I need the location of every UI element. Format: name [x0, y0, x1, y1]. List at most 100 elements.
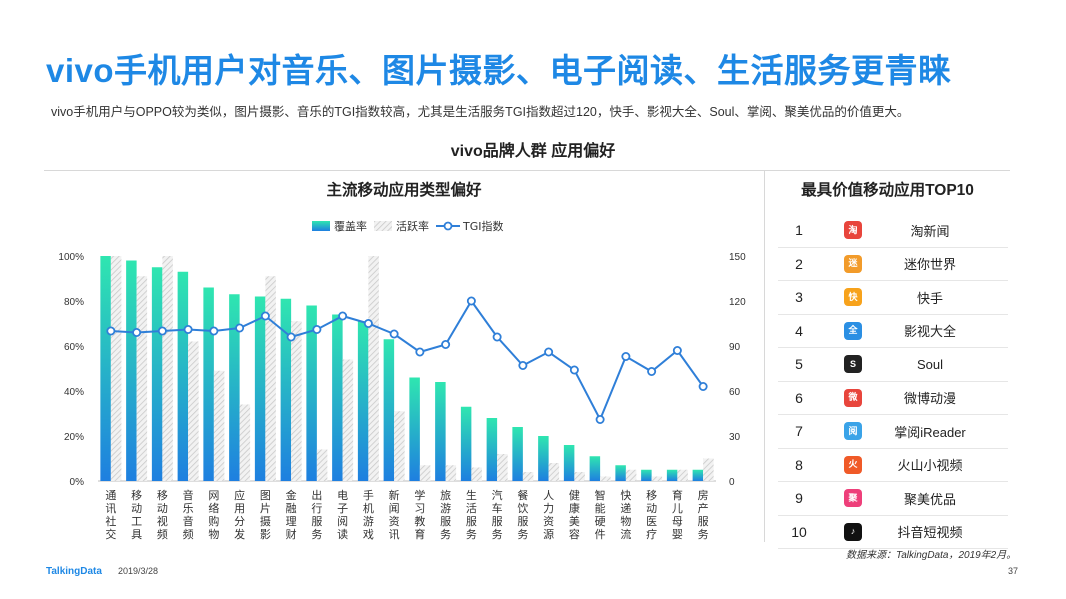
- coverage-bar: [563, 445, 575, 481]
- coverage-bar: [666, 469, 678, 481]
- x-tick-label: 网络购物: [208, 489, 219, 541]
- activity-bar: [625, 469, 637, 481]
- activity-bar: [497, 454, 508, 481]
- tgi-point: [260, 311, 270, 321]
- top10-item: 9 聚 聚美优品: [778, 482, 1008, 516]
- tgi-point: [209, 326, 219, 336]
- legend-label-activity: 活跃率: [396, 219, 429, 233]
- section-title: vivo品牌人群 应用偏好: [450, 143, 616, 160]
- activity-bar: [600, 476, 611, 481]
- tgi-point: [441, 339, 451, 349]
- tgi-point: [183, 325, 193, 335]
- top10-rank: 1: [795, 222, 803, 239]
- top10-rank: 8: [795, 456, 803, 473]
- x-tick-label: 电子阅读: [337, 489, 348, 541]
- y-right-tick-label: 30: [729, 432, 741, 443]
- y-left-tick-label: 100%: [58, 252, 84, 263]
- top10-item: 7 阅 掌阅iReader: [778, 415, 1008, 449]
- activity-bar: [291, 321, 302, 481]
- x-tick-label: 图片摄影: [260, 489, 271, 541]
- activity-bar: [651, 476, 663, 481]
- coverage-bar: [409, 377, 420, 481]
- top10-rank: 2: [795, 255, 803, 272]
- tgi-point: [595, 414, 605, 424]
- activity-bar: [445, 465, 457, 481]
- tgi-point: [106, 326, 116, 336]
- coverage-bar: [615, 465, 626, 481]
- top10-rank: 10: [791, 523, 807, 540]
- activity-bar: [574, 472, 585, 481]
- top10-app-name: 快手: [916, 290, 943, 306]
- x-tick-label: 音乐音频: [183, 488, 194, 541]
- tgi-point: [389, 329, 399, 339]
- footer-date: 2019/3/28: [118, 566, 159, 576]
- tgi-point: [647, 366, 657, 376]
- coverage-bar: [151, 267, 163, 481]
- x-tick-label: 人力资源: [543, 489, 554, 541]
- tgi-point: [672, 345, 682, 355]
- ireader-icon: 阅: [844, 422, 862, 441]
- activity-bar: [136, 276, 148, 481]
- activity-bar: [342, 359, 354, 481]
- tgi-point: [621, 351, 631, 361]
- top10-rank: 6: [795, 389, 803, 406]
- x-tick-label: 移动工具: [131, 489, 142, 541]
- tgi-point: [157, 326, 167, 336]
- top10-item: 10 ♪ 抖音短视频: [778, 516, 1008, 549]
- chart-title: 主流移动应用类型偏好: [326, 182, 482, 199]
- x-tick-label: 智能硬件: [595, 488, 606, 541]
- tgi-point: [415, 347, 425, 357]
- activity-bar: [162, 256, 173, 481]
- coverage-bar: [229, 294, 240, 481]
- coverage-bar: [126, 260, 137, 481]
- coverage-bar: [254, 296, 266, 481]
- coverage-bar: [589, 456, 601, 481]
- y-left-tick-label: 0%: [70, 477, 85, 488]
- column-divider: [764, 170, 765, 542]
- top10-item: 6 微 微博动漫: [778, 382, 1008, 415]
- x-tick-label: 应用分发: [234, 488, 245, 541]
- x-tick-label: 汽车服务: [492, 488, 503, 541]
- y-left-tick-label: 80%: [64, 297, 84, 308]
- x-tick-label: 快递物流: [620, 489, 631, 541]
- y-right-tick-label: 150: [729, 252, 746, 263]
- top10-item: 1 淘 淘新闻: [778, 214, 1008, 248]
- tgi-point: [698, 381, 708, 391]
- x-tick-label: 旅游服务: [440, 488, 451, 541]
- top10-item: 3 快 快手: [778, 281, 1008, 315]
- coverage-bar: [692, 469, 704, 481]
- talkingdata-logo: TalkingData: [46, 566, 102, 577]
- top10-rank: 5: [795, 356, 803, 373]
- legend-label-tgi: TGI指数: [462, 219, 504, 233]
- douyin-icon: ♪: [844, 522, 862, 541]
- y-right-tick-label: 120: [729, 297, 746, 308]
- activity-bar: [110, 256, 122, 481]
- jumei-icon: 聚: [844, 489, 862, 508]
- legend-swatch-coverage: [312, 221, 330, 231]
- coverage-bar: [460, 406, 472, 481]
- legend-marker-tgi: [443, 221, 453, 231]
- coverage-bar: [486, 418, 498, 481]
- coverage-bar: [100, 256, 111, 481]
- x-tick-label: 金融理财: [286, 488, 297, 541]
- data-source: 数据来源：TalkingData，2019年2月。: [846, 550, 1017, 561]
- coverage-bar: [357, 321, 369, 481]
- coverage-bar: [332, 314, 343, 481]
- x-tick-label: 手机游戏: [363, 488, 374, 541]
- tgi-point: [312, 325, 322, 335]
- coverage-bar: [280, 298, 292, 481]
- tgi-point: [235, 323, 245, 333]
- soul-icon: S: [844, 355, 862, 374]
- coverage-bar: [641, 469, 652, 481]
- activity-bar: [265, 276, 276, 481]
- activity-bar: [522, 472, 534, 481]
- tgi-point: [363, 319, 373, 329]
- coverage-bar: [538, 436, 549, 481]
- top10-rank: 9: [795, 490, 803, 507]
- activity-bar: [548, 463, 560, 481]
- coverage-bar: [512, 427, 523, 481]
- y-right-tick-label: 0: [729, 477, 735, 488]
- coverage-bar: [306, 305, 317, 481]
- x-tick-label: 餐饮服务: [517, 488, 528, 541]
- coverage-bar: [203, 287, 214, 481]
